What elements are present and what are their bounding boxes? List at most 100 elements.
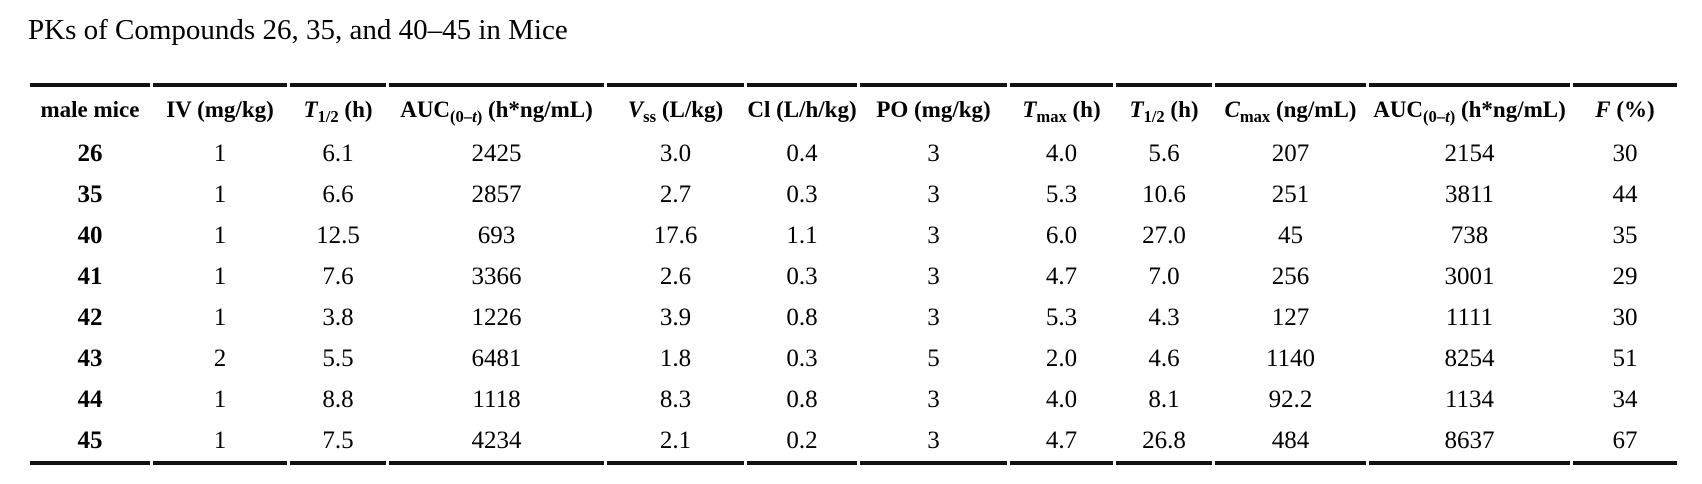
cell-f-percent: 34 <box>1612 385 1638 413</box>
cell-auc-po: 3001 <box>1444 262 1495 290</box>
column-header-t-half-iv: T1/2 (h) <box>290 83 386 133</box>
cell-po-dose: 3 <box>927 385 940 413</box>
cell-auc-iv: 1226 <box>471 303 522 331</box>
cell-cl: 1.1 <box>786 221 818 249</box>
cell-auc-po: 8637 <box>1369 420 1570 465</box>
cell-auc-iv: 2857 <box>471 180 522 208</box>
cell-vss: 3.9 <box>659 303 692 331</box>
column-header-male-mice: male mice <box>30 83 150 133</box>
cell-tmax: 5.3 <box>1045 303 1078 331</box>
header-text-segment: V <box>627 97 644 122</box>
cell-t-half-po: 7.0 <box>1148 262 1180 290</box>
header-text-segment: AUC <box>400 97 451 122</box>
cell-tmax: 4.7 <box>1045 262 1078 290</box>
cell-cl: 0.3 <box>786 262 818 290</box>
cell-po-dose: 3 <box>927 139 940 167</box>
cell-t-half-po: 26.8 <box>1116 420 1212 465</box>
cell-t-half-po: 10.6 <box>1142 180 1186 208</box>
header-text-segment: IV (mg/kg) <box>166 97 274 122</box>
header-text-segment: T <box>1022 97 1037 122</box>
cell-auc-po: 1134 <box>1444 385 1495 413</box>
compound-id-cell: 40 <box>77 221 103 249</box>
cell-auc-iv: 4234 <box>389 420 604 465</box>
cell-f-percent: 67 <box>1573 420 1677 465</box>
cell-vss: 17.6 <box>653 221 698 249</box>
header-text-segment: t <box>1445 106 1450 126</box>
header-text-segment: T <box>1129 97 1144 122</box>
cell-auc-po: 2154 <box>1444 139 1495 167</box>
cell-cl: 0.2 <box>747 420 857 465</box>
header-text-segment: (h*ng/mL) <box>482 97 593 122</box>
cell-iv-dose: 1 <box>213 303 227 331</box>
table-row-compound-42: 42 1 3.8 1226 3.9 0.8 3 5.3 4.3 127 1111 30 <box>30 297 1677 338</box>
header-text-segment: C <box>1224 97 1240 122</box>
cell-tmax: 2.0 <box>1045 344 1078 372</box>
column-header-f-percent: F (%) <box>1573 83 1677 133</box>
header-text-segment: t <box>472 106 477 126</box>
cell-t-half-iv: 8.8 <box>322 385 354 413</box>
cell-cmax: 251 <box>1271 180 1310 208</box>
cell-t-half-iv: 3.8 <box>322 303 354 331</box>
header-text-segment: (ng/mL) <box>1270 97 1357 122</box>
cell-po-dose: 3 <box>927 303 940 331</box>
cell-iv-dose: 1 <box>213 385 227 413</box>
cell-t-half-iv: 5.5 <box>322 344 354 372</box>
column-header-auc-iv: AUC(0–t) (h*ng/mL) <box>389 83 604 133</box>
cell-auc-iv: 6481 <box>471 344 522 372</box>
column-header-vss: Vss (L/kg) <box>607 83 744 133</box>
cell-f-percent: 30 <box>1612 303 1638 331</box>
cell-tmax: 4.7 <box>1010 420 1113 465</box>
compound-id-cell: 35 <box>77 180 103 208</box>
cell-cmax: 45 <box>1278 221 1303 249</box>
cell-iv-dose: 1 <box>153 420 287 465</box>
header-text-segment: (h) <box>338 97 373 122</box>
cell-f-percent: 30 <box>1612 139 1638 167</box>
header-text-segment: ) <box>1449 106 1456 126</box>
cell-vss: 3.0 <box>659 139 692 167</box>
header-text-segment: ) <box>476 106 483 126</box>
compound-id-cell: 43 <box>77 344 103 372</box>
pk-table: male mice IV (mg/kg) T1/2 (h) AUC(0–t) (h*n… <box>27 83 1680 465</box>
cell-f-percent: 35 <box>1612 221 1638 249</box>
cell-auc-iv: 693 <box>477 221 516 249</box>
cell-auc-iv: 1118 <box>472 385 521 413</box>
table-row-compound-45: 45 1 7.5 4234 2.1 0.2 3 4.7 26.8 484 8637 67 <box>30 420 1677 465</box>
header-text-segment: max <box>1239 106 1271 126</box>
column-header-po-dose: PO (mg/kg) <box>860 83 1007 133</box>
header-text-segment: (h) <box>1066 97 1101 122</box>
cell-po-dose: 3 <box>860 420 1007 465</box>
cell-t-half-po: 27.0 <box>1142 221 1186 249</box>
cell-f-percent: 29 <box>1612 262 1638 290</box>
cell-cl: 0.3 <box>786 180 818 208</box>
cell-t-half-iv: 7.5 <box>290 420 386 465</box>
table-header-row: male mice IV (mg/kg) T1/2 (h) AUC(0–t) (h*n… <box>30 83 1677 133</box>
cell-auc-iv: 3366 <box>471 262 522 290</box>
cell-po-dose: 5 <box>927 344 940 372</box>
cell-cmax: 207 <box>1271 139 1310 167</box>
cell-cmax: 484 <box>1215 420 1366 465</box>
header-text-segment: male mice <box>40 97 140 122</box>
cell-cmax: 256 <box>1271 262 1310 290</box>
cell-auc-iv: 2425 <box>471 139 522 167</box>
cell-cl: 0.4 <box>786 139 818 167</box>
cell-vss: 2.6 <box>659 262 692 290</box>
table-row-compound-40: 40 1 12.5 693 17.6 1.1 3 6.0 27.0 45 738 35 <box>30 215 1677 256</box>
cell-iv-dose: 1 <box>213 262 227 290</box>
column-header-iv-dose: IV (mg/kg) <box>153 83 287 133</box>
column-header-auc-po: AUC(0–t) (h*ng/mL) <box>1369 83 1570 133</box>
header-text-segment: (L/kg) <box>656 97 724 122</box>
cell-f-percent: 44 <box>1612 180 1638 208</box>
cell-iv-dose: 1 <box>213 221 227 249</box>
cell-t-half-po: 4.3 <box>1148 303 1180 331</box>
header-text-segment: (0– <box>1423 106 1446 126</box>
cell-f-percent: 51 <box>1612 344 1638 372</box>
compound-id-cell: 42 <box>77 303 103 331</box>
cell-t-half-iv: 6.6 <box>322 180 354 208</box>
cell-iv-dose: 1 <box>213 180 227 208</box>
header-text-segment: T <box>303 97 318 122</box>
column-header-cl: Cl (L/h/kg) <box>747 83 857 133</box>
header-text-segment: (h*ng/mL) <box>1455 97 1566 122</box>
header-text-segment: F <box>1595 97 1611 122</box>
cell-auc-po: 3811 <box>1444 180 1495 208</box>
